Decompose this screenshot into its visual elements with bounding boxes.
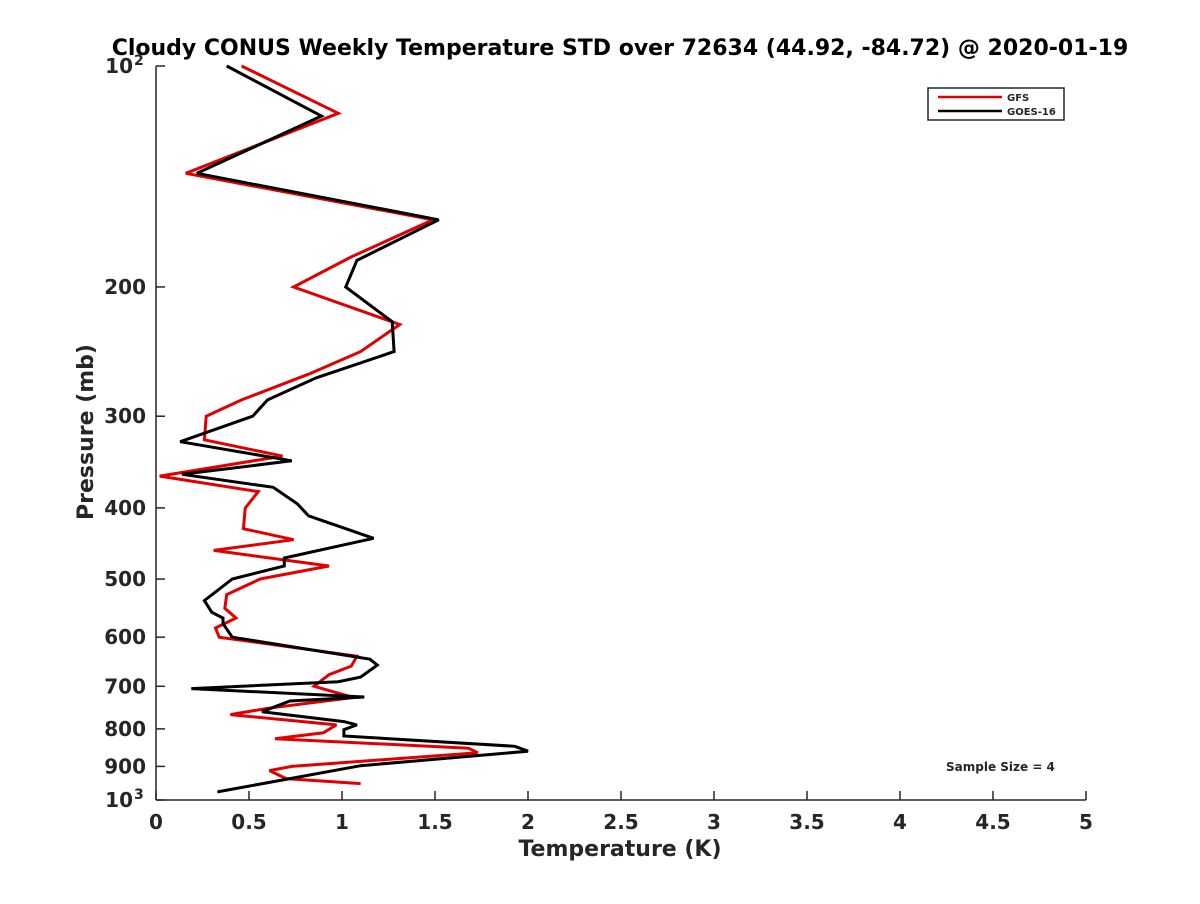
legend: GFS GOES-16 bbox=[927, 87, 1065, 121]
x-tick-label: 2.5 bbox=[603, 810, 638, 834]
legend-label-goes16: GOES-16 bbox=[1007, 107, 1056, 118]
y-axis-label: Pressure (mb) bbox=[74, 344, 99, 520]
x-tick-label: 2 bbox=[521, 810, 535, 834]
y-tick-label: 500 bbox=[104, 567, 146, 591]
x-tick-label: 0.5 bbox=[231, 810, 266, 834]
y-tick-exponent: 2 bbox=[134, 53, 144, 69]
y-tick-label: 400 bbox=[104, 496, 146, 520]
y-tick-label: 700 bbox=[104, 674, 146, 698]
sample-size-annotation: Sample Size = 4 bbox=[946, 760, 1055, 774]
series-line-gfs bbox=[159, 64, 479, 786]
series-layer bbox=[159, 64, 529, 794]
y-tick-label: 800 bbox=[104, 717, 146, 741]
y-tick-label: 200 bbox=[104, 275, 146, 299]
x-tick-label: 5 bbox=[1079, 810, 1093, 834]
chart-title: Cloudy CONUS Weekly Temperature STD over… bbox=[112, 36, 1129, 61]
x-axis-label: Temperature (K) bbox=[518, 837, 721, 862]
y-tick-exponent: 3 bbox=[134, 787, 144, 803]
series-line-goes16 bbox=[179, 64, 529, 794]
y-tick-label: 10 bbox=[105, 54, 133, 78]
plot-area: 0 0.5 1 1.5 2 2.5 3 3.5 4 4.5 510 22003004005006007… bbox=[104, 53, 1093, 834]
x-tick-label: 1.5 bbox=[417, 810, 452, 834]
y-tick-label: 10 bbox=[105, 788, 133, 812]
x-tick-label: 4.5 bbox=[975, 810, 1010, 834]
x-tick-label: 3 bbox=[707, 810, 721, 834]
legend-box bbox=[927, 87, 1065, 121]
x-tick-label: 3.5 bbox=[789, 810, 824, 834]
y-tick-label: 900 bbox=[104, 754, 146, 778]
x-tick-label: 1 bbox=[335, 810, 349, 834]
legend-label-gfs: GFS bbox=[1007, 93, 1029, 104]
y-tick-label: 600 bbox=[104, 625, 146, 649]
y-tick-label: 300 bbox=[104, 404, 146, 428]
x-tick-label: 4 bbox=[893, 810, 907, 834]
x-tick-label: 0 bbox=[149, 810, 163, 834]
